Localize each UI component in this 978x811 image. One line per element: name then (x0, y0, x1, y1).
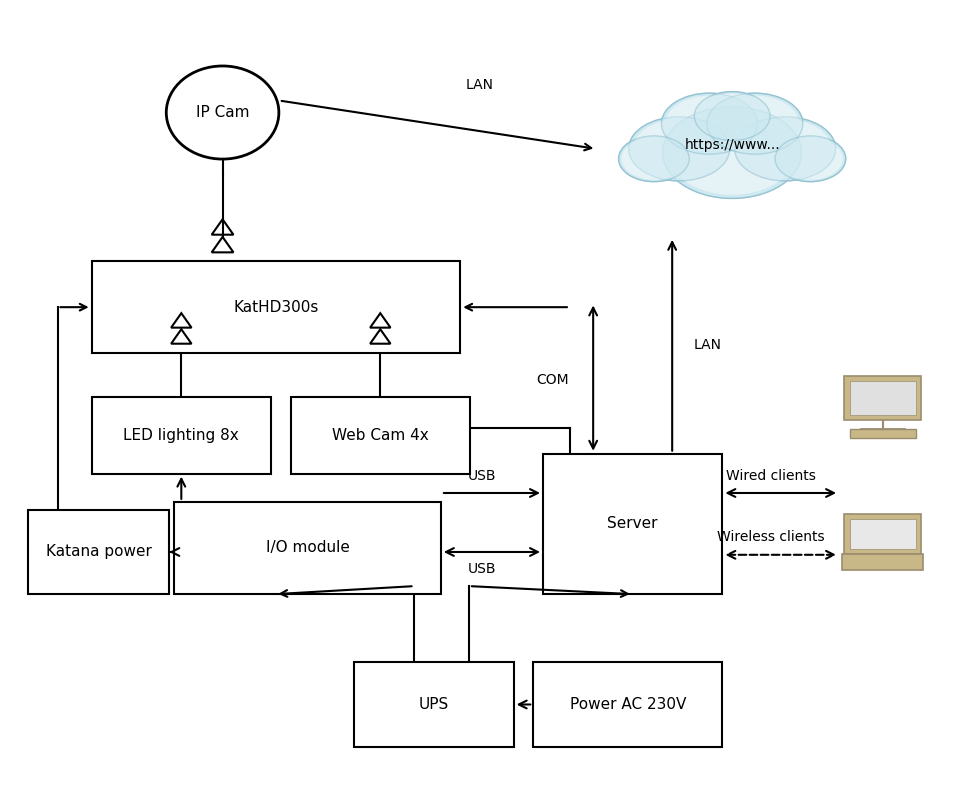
Ellipse shape (734, 117, 835, 181)
FancyBboxPatch shape (543, 453, 722, 594)
Ellipse shape (628, 117, 729, 181)
Ellipse shape (734, 117, 835, 181)
Text: USB: USB (467, 562, 496, 576)
Ellipse shape (628, 117, 729, 181)
Text: IP Cam: IP Cam (196, 105, 249, 120)
Text: Server: Server (606, 517, 657, 531)
Ellipse shape (775, 136, 845, 182)
Text: Power AC 230V: Power AC 230V (569, 697, 686, 712)
Ellipse shape (693, 92, 770, 140)
Text: KatHD300s: KatHD300s (233, 300, 318, 315)
Text: COM: COM (536, 373, 568, 388)
Ellipse shape (618, 136, 689, 182)
Ellipse shape (661, 93, 757, 154)
Ellipse shape (706, 93, 802, 154)
FancyBboxPatch shape (841, 554, 922, 570)
Ellipse shape (734, 117, 835, 181)
Text: LAN: LAN (466, 79, 493, 92)
Ellipse shape (628, 117, 729, 181)
FancyBboxPatch shape (849, 519, 914, 549)
Text: https://www...: https://www... (684, 138, 779, 152)
Text: I/O module: I/O module (265, 540, 349, 556)
FancyBboxPatch shape (91, 261, 460, 354)
FancyBboxPatch shape (174, 502, 440, 594)
Text: LAN: LAN (692, 338, 721, 352)
Ellipse shape (696, 93, 766, 139)
FancyBboxPatch shape (843, 514, 920, 554)
Ellipse shape (632, 119, 725, 178)
FancyBboxPatch shape (843, 376, 920, 419)
Text: LED lighting 8x: LED lighting 8x (123, 428, 239, 443)
Ellipse shape (621, 138, 686, 180)
Ellipse shape (618, 136, 689, 182)
Ellipse shape (662, 107, 801, 199)
Ellipse shape (661, 93, 757, 154)
Ellipse shape (693, 92, 770, 140)
FancyBboxPatch shape (849, 381, 914, 414)
Ellipse shape (618, 136, 689, 182)
Ellipse shape (710, 96, 798, 152)
Ellipse shape (775, 136, 845, 182)
Ellipse shape (662, 107, 801, 199)
Ellipse shape (706, 93, 802, 154)
Ellipse shape (661, 93, 757, 154)
Text: Wired clients: Wired clients (726, 469, 815, 483)
Ellipse shape (706, 93, 802, 154)
FancyBboxPatch shape (91, 397, 271, 474)
FancyBboxPatch shape (290, 397, 469, 474)
FancyBboxPatch shape (533, 663, 722, 747)
Text: UPS: UPS (419, 697, 448, 712)
Ellipse shape (738, 119, 830, 178)
Text: Katana power: Katana power (46, 544, 152, 560)
Text: Wireless clients: Wireless clients (717, 530, 823, 544)
Ellipse shape (693, 92, 770, 140)
FancyBboxPatch shape (353, 663, 513, 747)
FancyBboxPatch shape (849, 429, 914, 438)
Text: USB: USB (467, 470, 496, 483)
Ellipse shape (665, 96, 753, 152)
Ellipse shape (775, 136, 845, 182)
Ellipse shape (668, 110, 795, 195)
FancyBboxPatch shape (28, 510, 169, 594)
Ellipse shape (778, 138, 842, 180)
Text: Web Cam 4x: Web Cam 4x (332, 428, 428, 443)
Ellipse shape (662, 107, 801, 199)
